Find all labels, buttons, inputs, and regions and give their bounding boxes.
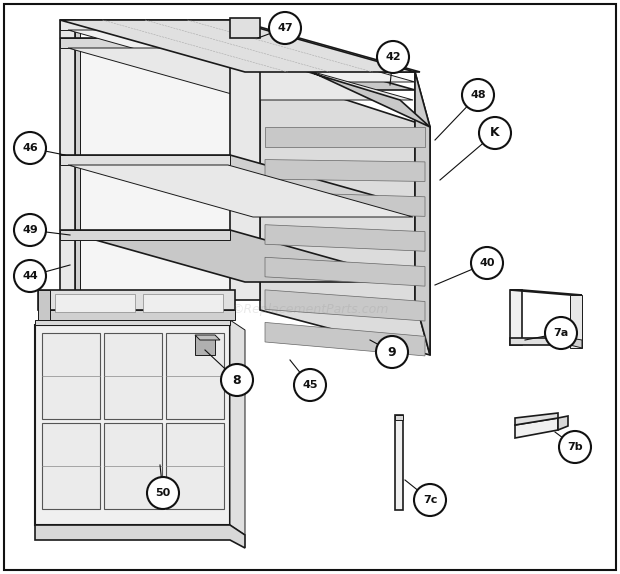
Polygon shape [265, 290, 425, 321]
Polygon shape [68, 30, 415, 82]
Polygon shape [558, 416, 568, 430]
Polygon shape [35, 320, 230, 325]
Polygon shape [415, 72, 430, 355]
Text: K: K [490, 126, 500, 139]
Polygon shape [230, 48, 260, 300]
Polygon shape [42, 423, 100, 509]
Polygon shape [510, 290, 582, 295]
Text: 44: 44 [22, 271, 38, 281]
Text: 40: 40 [479, 258, 495, 268]
Polygon shape [515, 418, 558, 438]
Circle shape [376, 336, 408, 368]
Text: ©ReplacementParts.com: ©ReplacementParts.com [231, 304, 389, 316]
Polygon shape [265, 257, 425, 286]
Polygon shape [60, 155, 230, 165]
Text: 47: 47 [277, 23, 293, 33]
Polygon shape [265, 192, 425, 216]
Circle shape [14, 132, 46, 164]
Circle shape [471, 247, 503, 279]
Text: 7c: 7c [423, 495, 437, 505]
Polygon shape [230, 320, 245, 535]
Polygon shape [104, 423, 162, 509]
Polygon shape [515, 413, 558, 425]
Polygon shape [60, 20, 420, 72]
Circle shape [559, 431, 591, 463]
Circle shape [14, 214, 46, 246]
Text: 9: 9 [388, 346, 396, 359]
Polygon shape [230, 48, 430, 127]
Polygon shape [55, 294, 135, 312]
Polygon shape [38, 310, 235, 320]
Text: 8: 8 [232, 374, 241, 386]
Polygon shape [75, 20, 80, 320]
Polygon shape [265, 127, 425, 146]
Polygon shape [510, 290, 522, 345]
Polygon shape [104, 333, 162, 419]
Circle shape [269, 12, 301, 44]
Polygon shape [195, 335, 220, 340]
Circle shape [414, 484, 446, 516]
Circle shape [294, 369, 326, 401]
Polygon shape [60, 20, 235, 30]
Polygon shape [395, 415, 403, 510]
Circle shape [221, 364, 253, 396]
Text: 49: 49 [22, 225, 38, 235]
Polygon shape [395, 415, 403, 420]
Polygon shape [42, 333, 100, 419]
Polygon shape [265, 224, 425, 251]
Circle shape [14, 260, 46, 292]
Circle shape [545, 317, 577, 349]
Polygon shape [38, 290, 50, 320]
Polygon shape [570, 338, 582, 348]
Text: 46: 46 [22, 143, 38, 153]
Polygon shape [80, 48, 230, 300]
Polygon shape [166, 333, 224, 419]
Circle shape [377, 41, 409, 73]
Polygon shape [68, 48, 413, 100]
Polygon shape [60, 20, 75, 320]
Polygon shape [260, 72, 430, 355]
Polygon shape [60, 155, 415, 207]
Text: 7a: 7a [554, 328, 569, 338]
Polygon shape [265, 160, 425, 181]
Polygon shape [415, 72, 430, 355]
Polygon shape [510, 338, 570, 345]
Polygon shape [38, 290, 235, 310]
Text: 50: 50 [156, 488, 171, 498]
Circle shape [147, 477, 179, 509]
Circle shape [479, 117, 511, 149]
Text: 42: 42 [385, 52, 401, 62]
Polygon shape [35, 525, 245, 548]
Polygon shape [143, 294, 223, 312]
Polygon shape [60, 38, 415, 90]
Polygon shape [166, 423, 224, 509]
Polygon shape [60, 38, 230, 48]
Polygon shape [60, 20, 415, 72]
Text: 45: 45 [303, 380, 317, 390]
Polygon shape [60, 230, 415, 282]
Circle shape [462, 79, 494, 111]
Polygon shape [60, 230, 230, 240]
Polygon shape [35, 325, 230, 525]
Polygon shape [195, 335, 215, 355]
Text: 7b: 7b [567, 442, 583, 452]
Polygon shape [570, 295, 582, 348]
Polygon shape [230, 18, 260, 38]
Text: 48: 48 [470, 90, 486, 100]
Polygon shape [68, 165, 413, 217]
Polygon shape [265, 323, 425, 356]
